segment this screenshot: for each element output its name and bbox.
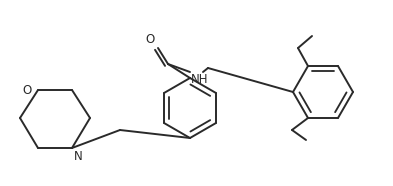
Text: NH: NH [191, 73, 209, 86]
Text: O: O [146, 33, 155, 46]
Text: N: N [74, 150, 83, 163]
Text: O: O [23, 84, 32, 97]
